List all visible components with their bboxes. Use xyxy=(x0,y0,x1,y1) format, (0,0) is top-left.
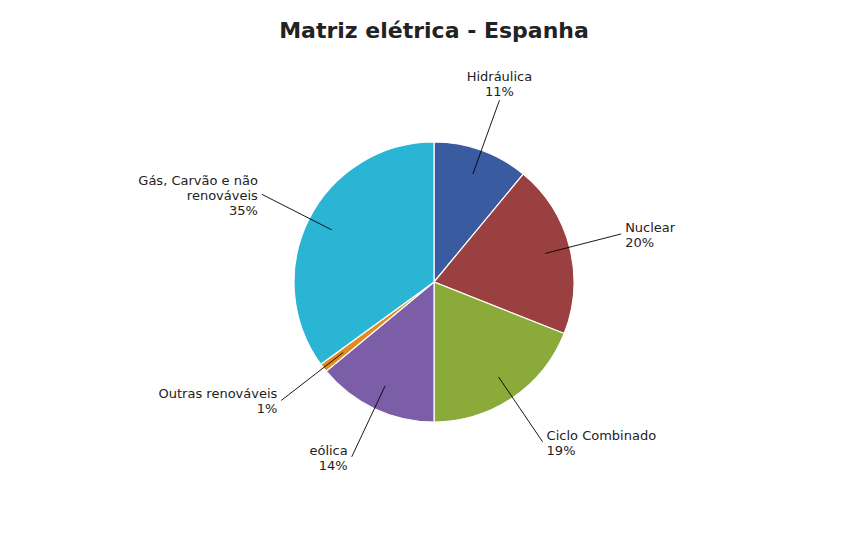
svg-text:eólica14%: eólica14% xyxy=(309,443,347,473)
svg-text:Outras renováveis1%: Outras renováveis1% xyxy=(159,386,278,416)
svg-text:Ciclo Combinado19%: Ciclo Combinado19% xyxy=(547,428,657,458)
svg-text:Nuclear20%: Nuclear20% xyxy=(625,220,676,250)
html-text:Matriz elétrica - Espanha: Matriz elétrica - Espanha xyxy=(279,18,589,43)
svg-text:Gás, Carvão e nãorenováveis35%: Gás, Carvão e nãorenováveis35% xyxy=(138,173,258,218)
svg-text:Hidráulica11%: Hidráulica11% xyxy=(467,69,533,99)
